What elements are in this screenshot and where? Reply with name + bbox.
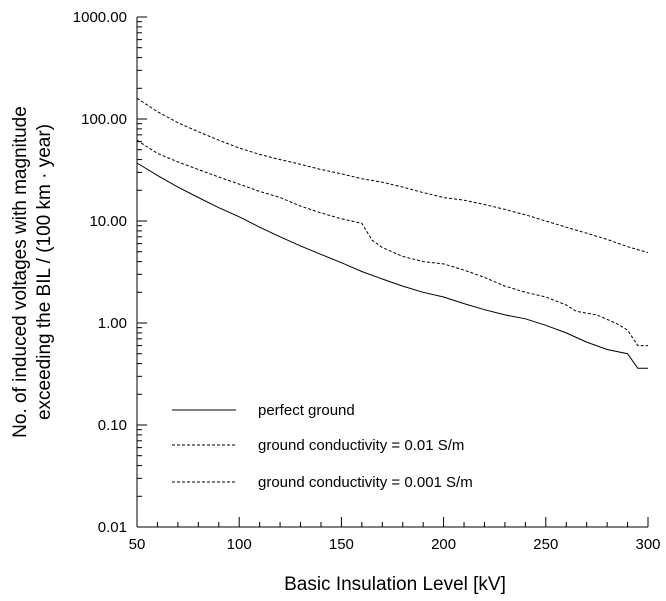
y-tick-label: 100.00	[81, 111, 127, 128]
y-tick-label: 0.10	[98, 417, 127, 434]
x-tick-label: 50	[129, 536, 146, 553]
y-tick-label: 10.00	[89, 213, 127, 230]
legend-label-perfect-ground: perfect ground	[258, 402, 355, 419]
series-line-conductivity-0-001	[136, 97, 649, 254]
y-tick-label: 0.01	[98, 519, 127, 536]
y-tick-label: 1.00	[98, 315, 127, 332]
x-tick-label: 250	[533, 536, 558, 553]
y-axis-title-line-1: No. of induced voltages with magnitude	[10, 106, 31, 438]
x-tick-label: 200	[431, 536, 456, 553]
x-tick-label: 150	[329, 536, 354, 553]
x-tick-labels: 50 100 150 200 250 300	[129, 536, 661, 553]
axis-ticks	[136, 16, 649, 528]
y-tick-label: 1000.00	[73, 9, 127, 26]
series-line-perfect-ground	[136, 162, 648, 369]
series-group	[136, 97, 649, 369]
x-tick-label: 300	[635, 536, 660, 553]
series-line-conductivity-0-01	[136, 139, 648, 347]
x-tick-label: 100	[227, 536, 252, 553]
y-tick-labels: 0.01 0.10 1.00 10.00 100.00 1000.00	[73, 9, 127, 536]
legend: perfect ground ground conductivity = 0.0…	[172, 402, 473, 491]
y-axis-title-line-2: exceeding the BIL / (100 km · year)	[34, 124, 55, 420]
legend-label-conductivity-0-001: ground conductivity = 0.001 S/m	[258, 474, 473, 491]
legend-label-conductivity-0-01: ground conductivity = 0.01 S/m	[258, 437, 464, 454]
plot-area	[136, 17, 648, 528]
x-axis-title: Basic Insulation Level [kV]	[284, 574, 506, 595]
